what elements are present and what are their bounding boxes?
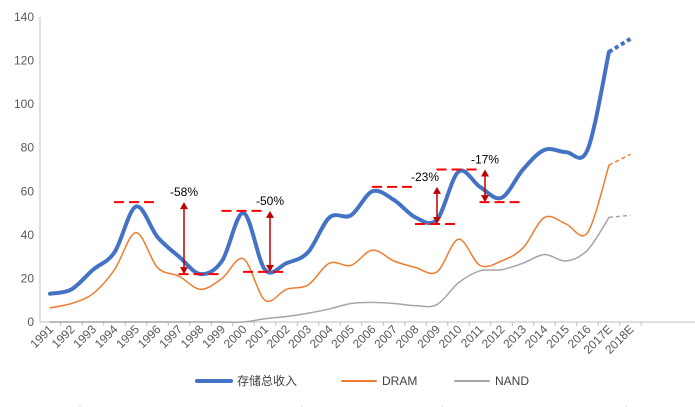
annotation-arrow-head-up <box>433 186 441 194</box>
annotation-arrow-head-up <box>481 169 489 177</box>
x-tick-label: 2014 <box>522 322 551 351</box>
series-line-0 <box>48 49 611 296</box>
x-tick-label: 2008 <box>393 322 422 351</box>
legend-label-2: NAND <box>495 374 529 388</box>
x-tick-label: 1995 <box>113 322 142 351</box>
x-tick-label: 2007 <box>371 322 400 351</box>
x-tick-label: 1999 <box>199 322 228 351</box>
x-tick-label: 2004 <box>307 322 336 351</box>
x-tick-label: 2005 <box>328 322 357 351</box>
x-tick-label: 2001 <box>242 322 271 351</box>
y-tick-label: 100 <box>14 97 34 111</box>
legend-label-1: DRAM <box>382 374 417 388</box>
annotation-label: -23% <box>411 170 439 184</box>
annotation-arrow-head-up <box>266 210 274 218</box>
y-tick-label: 80 <box>21 141 35 155</box>
x-tick-label: 2011 <box>458 322 486 350</box>
annotation-arrow-head-down <box>433 216 441 224</box>
series-forecast-line-0 <box>607 37 632 54</box>
y-tick-label: 60 <box>21 184 35 198</box>
x-tick-label: 2009 <box>414 322 443 351</box>
y-tick-label: 0 <box>27 315 34 329</box>
legend-label-0: 存储总收入 <box>237 373 297 388</box>
y-tick-label: 140 <box>14 10 34 24</box>
x-tick-label: 1993 <box>70 322 99 351</box>
x-tick-label: 1996 <box>135 322 164 351</box>
x-tick-label: 2010 <box>436 322 465 351</box>
x-tick-label: 2015 <box>543 322 572 351</box>
x-tick-label: 2003 <box>285 322 314 351</box>
series-line-1 <box>49 164 610 309</box>
x-tick-label: 2000 <box>221 322 250 351</box>
x-tick-label: 1994 <box>92 322 121 351</box>
series-line-2 <box>49 216 610 323</box>
series-forecast-line-1 <box>608 153 631 166</box>
annotation-arrow-head-down <box>266 264 274 272</box>
annotation-label: -17% <box>471 153 499 167</box>
annotation-label: -58% <box>170 185 198 199</box>
x-tick-label: 2012 <box>479 322 508 351</box>
x-tick-label: 2002 <box>264 322 293 351</box>
y-tick-label: 120 <box>14 54 34 68</box>
series-forecast-line-2 <box>608 214 631 219</box>
x-tick-label: 1997 <box>156 322 185 351</box>
x-tick-label: 2013 <box>500 322 529 351</box>
annotation-arrow-head-down <box>481 195 489 203</box>
y-tick-label: 40 <box>21 228 35 242</box>
annotation-arrow-head-up <box>180 202 188 210</box>
x-tick-label: 1998 <box>178 322 207 351</box>
x-tick-label: 1992 <box>49 322 78 351</box>
annotation-label: -50% <box>256 194 284 208</box>
x-tick-label: 2006 <box>350 322 379 351</box>
y-tick-label: 20 <box>21 271 35 285</box>
annotation-arrow-head-down <box>180 267 188 275</box>
